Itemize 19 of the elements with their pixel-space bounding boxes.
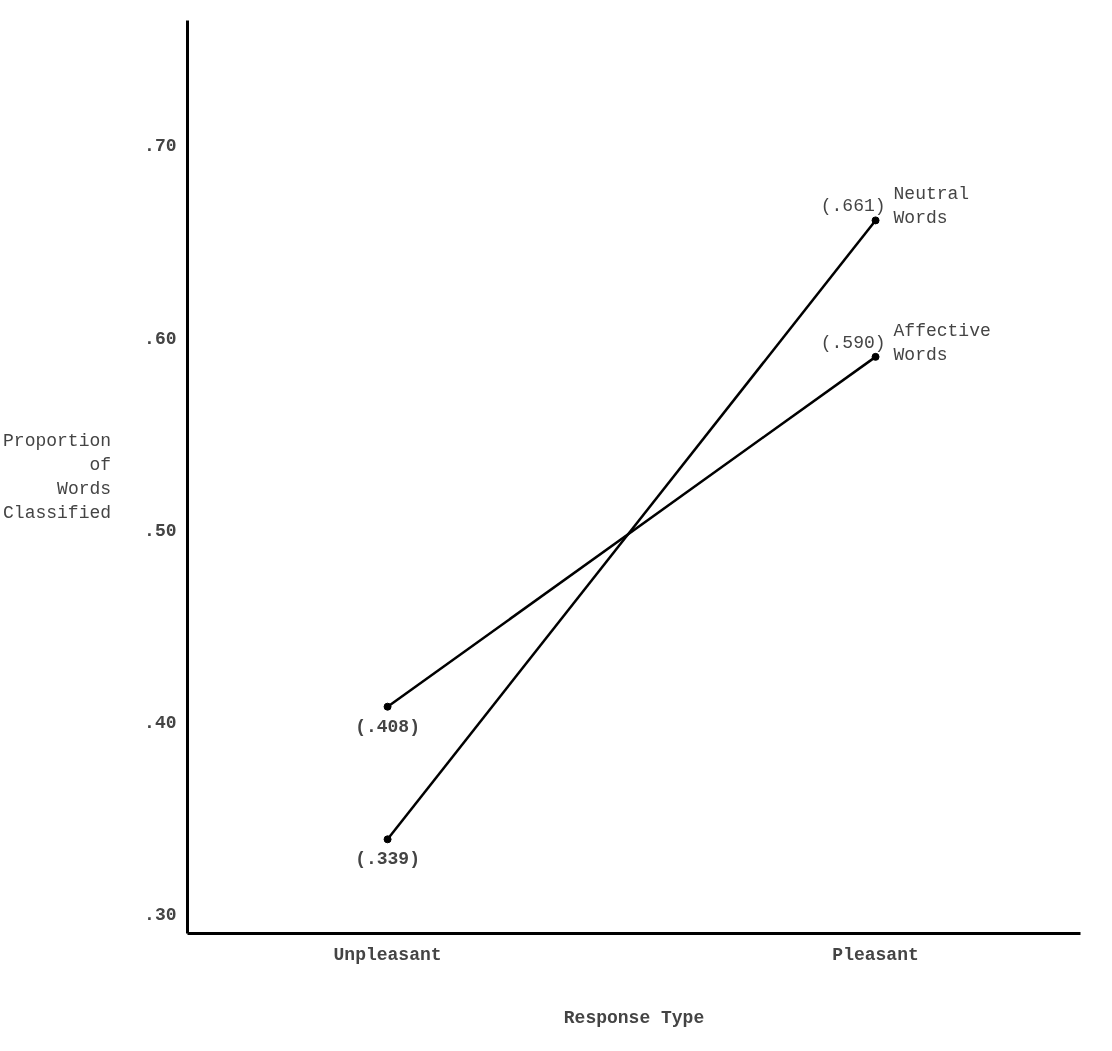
y-tick-label: .30 xyxy=(144,905,177,926)
y-tick-label: .40 xyxy=(144,713,177,734)
series-label: Neutral Words xyxy=(893,184,970,229)
data-label: (.661) xyxy=(820,196,886,217)
x-axis-title: Response Type xyxy=(563,1007,705,1028)
y-tick-label: .70 xyxy=(144,136,177,157)
x-tick-label: Pleasant xyxy=(832,944,919,965)
data-label: (.408) xyxy=(355,716,420,737)
y-axis-title: Proportion of Words Classified xyxy=(3,431,112,523)
data-label: (.339) xyxy=(355,849,420,870)
point xyxy=(383,702,392,711)
x-tick-label: Unpleasant xyxy=(333,944,442,965)
y-tick-label: .50 xyxy=(144,520,177,541)
point xyxy=(383,835,392,844)
point xyxy=(871,352,880,361)
y-tick-label: .60 xyxy=(144,328,177,349)
data-label: (.590) xyxy=(820,332,886,353)
series-label: Affective Words xyxy=(893,320,991,365)
point xyxy=(871,216,880,225)
